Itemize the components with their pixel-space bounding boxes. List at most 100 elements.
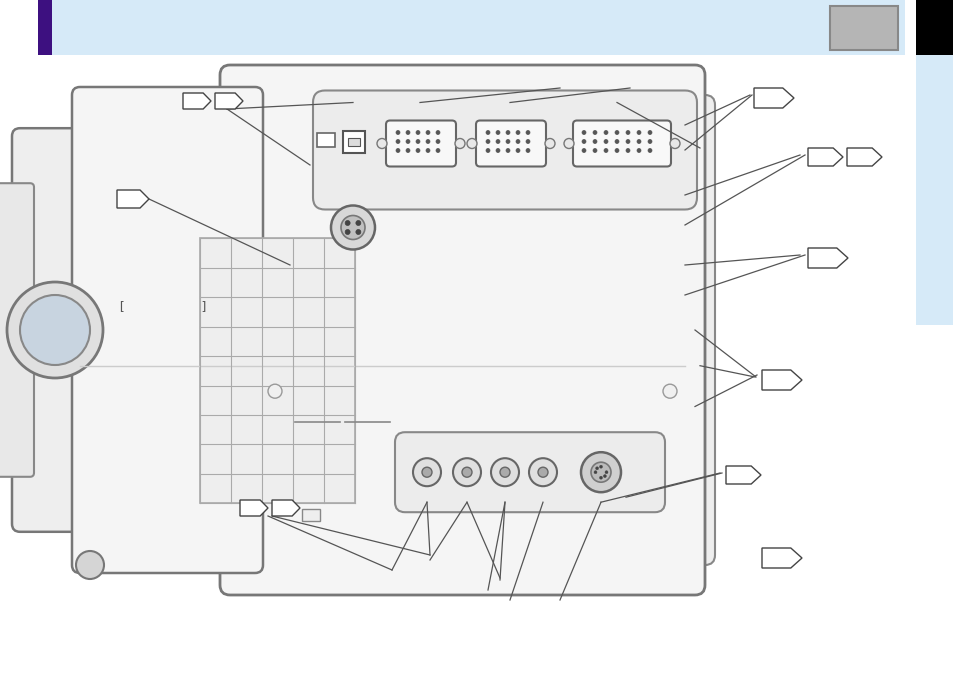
- Circle shape: [580, 452, 620, 492]
- Circle shape: [355, 220, 360, 226]
- Circle shape: [615, 130, 618, 135]
- Polygon shape: [240, 500, 268, 516]
- Circle shape: [395, 149, 399, 153]
- Bar: [915, 0, 953, 55]
- Bar: [915, 55, 953, 325]
- Circle shape: [7, 282, 103, 378]
- Circle shape: [505, 149, 510, 153]
- Circle shape: [603, 130, 607, 135]
- Circle shape: [416, 149, 419, 153]
- Circle shape: [647, 139, 651, 143]
- Circle shape: [516, 139, 519, 143]
- FancyBboxPatch shape: [0, 183, 34, 477]
- Circle shape: [637, 139, 640, 143]
- Circle shape: [491, 458, 518, 486]
- Circle shape: [594, 470, 597, 474]
- FancyBboxPatch shape: [12, 128, 123, 532]
- Circle shape: [516, 149, 519, 153]
- FancyBboxPatch shape: [71, 87, 263, 573]
- Circle shape: [603, 139, 607, 143]
- Circle shape: [395, 130, 399, 135]
- Circle shape: [436, 139, 439, 143]
- Circle shape: [331, 206, 375, 249]
- Bar: [343, 130, 365, 153]
- Circle shape: [355, 229, 360, 235]
- Circle shape: [376, 139, 387, 149]
- Circle shape: [345, 229, 350, 235]
- Circle shape: [406, 130, 410, 135]
- Circle shape: [563, 139, 574, 149]
- Circle shape: [516, 130, 519, 135]
- FancyBboxPatch shape: [573, 120, 670, 166]
- Circle shape: [505, 130, 510, 135]
- Circle shape: [426, 149, 430, 153]
- Polygon shape: [272, 500, 299, 516]
- Bar: [302, 508, 319, 521]
- Circle shape: [421, 467, 432, 477]
- Circle shape: [455, 139, 464, 149]
- FancyBboxPatch shape: [220, 65, 704, 595]
- Polygon shape: [183, 93, 211, 109]
- Circle shape: [637, 130, 640, 135]
- Circle shape: [581, 149, 585, 153]
- Polygon shape: [761, 548, 801, 568]
- Polygon shape: [807, 248, 847, 268]
- Circle shape: [647, 130, 651, 135]
- Circle shape: [581, 139, 585, 143]
- Circle shape: [485, 130, 490, 135]
- Circle shape: [461, 467, 472, 477]
- Circle shape: [416, 130, 419, 135]
- Circle shape: [662, 384, 677, 398]
- Polygon shape: [725, 466, 760, 484]
- Circle shape: [426, 130, 430, 135]
- Circle shape: [499, 467, 510, 477]
- Bar: [38, 0, 52, 55]
- Circle shape: [598, 465, 602, 468]
- Circle shape: [593, 139, 597, 143]
- Circle shape: [637, 149, 640, 153]
- Circle shape: [529, 458, 557, 486]
- Circle shape: [525, 139, 530, 143]
- Circle shape: [496, 130, 499, 135]
- Polygon shape: [807, 148, 842, 166]
- Polygon shape: [117, 190, 149, 208]
- Circle shape: [453, 458, 480, 486]
- Circle shape: [467, 139, 476, 149]
- Circle shape: [595, 467, 598, 470]
- Circle shape: [593, 130, 597, 135]
- FancyBboxPatch shape: [476, 120, 545, 166]
- Circle shape: [416, 139, 419, 143]
- Circle shape: [496, 149, 499, 153]
- Circle shape: [615, 139, 618, 143]
- Circle shape: [496, 139, 499, 143]
- Polygon shape: [753, 88, 793, 108]
- Polygon shape: [214, 93, 243, 109]
- Bar: [200, 238, 355, 504]
- Circle shape: [525, 149, 530, 153]
- Circle shape: [406, 149, 410, 153]
- Circle shape: [436, 130, 439, 135]
- Circle shape: [537, 467, 547, 477]
- Circle shape: [485, 149, 490, 153]
- Circle shape: [505, 139, 510, 143]
- Circle shape: [625, 139, 629, 143]
- FancyBboxPatch shape: [657, 95, 714, 565]
- Circle shape: [669, 139, 679, 149]
- Circle shape: [525, 130, 530, 135]
- Circle shape: [604, 470, 607, 474]
- Circle shape: [590, 462, 610, 482]
- Circle shape: [625, 149, 629, 153]
- Circle shape: [602, 475, 606, 477]
- Bar: [316, 132, 335, 147]
- Circle shape: [395, 139, 399, 143]
- Circle shape: [406, 139, 410, 143]
- FancyBboxPatch shape: [386, 120, 456, 166]
- Circle shape: [544, 139, 555, 149]
- FancyBboxPatch shape: [395, 432, 664, 512]
- Circle shape: [340, 216, 365, 239]
- Text: [          ]: [ ]: [118, 299, 208, 312]
- Bar: [348, 137, 359, 145]
- Polygon shape: [761, 370, 801, 390]
- Circle shape: [603, 149, 607, 153]
- Circle shape: [413, 458, 440, 486]
